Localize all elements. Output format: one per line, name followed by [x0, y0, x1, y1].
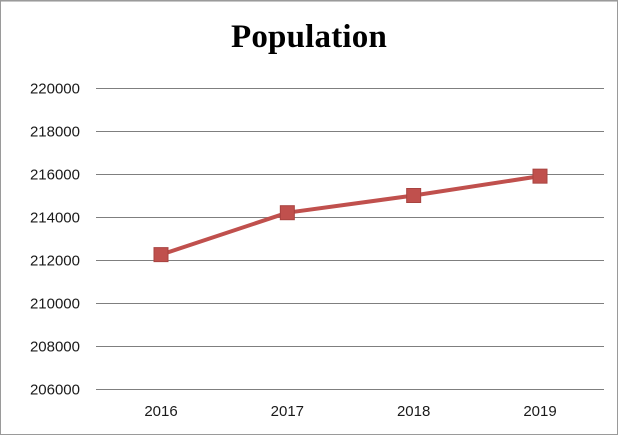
x-tick-label-2019: 2019 — [523, 403, 556, 420]
data-point-2016 — [153, 247, 169, 263]
series-line-0 — [159, 174, 542, 257]
y-tick-label-210000: 210000 — [30, 296, 80, 313]
y-tick-label-218000: 218000 — [30, 124, 80, 141]
y-tick-label-206000: 206000 — [30, 382, 80, 399]
y-tick-label-208000: 208000 — [30, 339, 80, 356]
data-point-2017 — [279, 205, 295, 221]
chart-title: Population — [230, 19, 388, 55]
y-tick-label-216000: 216000 — [30, 167, 80, 184]
x-tick-label-2017: 2017 — [271, 403, 304, 420]
y-tick-label-214000: 214000 — [30, 210, 80, 227]
y-tick-label-212000: 212000 — [30, 253, 80, 270]
data-point-2018 — [406, 188, 422, 203]
x-tick-label-2018: 2018 — [397, 403, 430, 420]
data-point-2019 — [532, 168, 548, 184]
y-tick-label-220000: 220000 — [30, 81, 80, 98]
x-tick-label-2016: 2016 — [144, 403, 177, 420]
